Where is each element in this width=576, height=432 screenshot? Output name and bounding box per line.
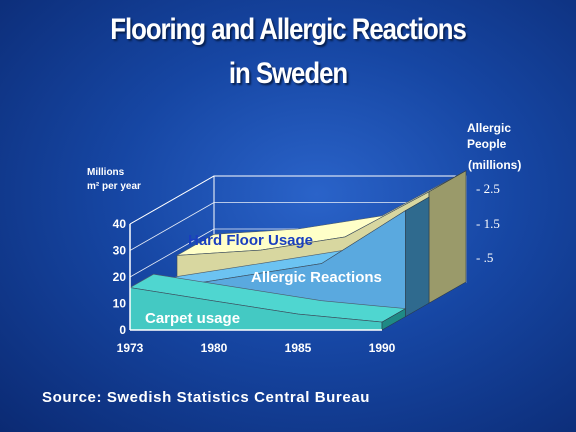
left-axis-label-line2: m² per year [87, 181, 141, 192]
series-label: Carpet usage [145, 310, 240, 327]
series-label: Hard Floor Usage [188, 232, 313, 249]
series-side-face [381, 308, 406, 331]
x-tick-label: 1990 [369, 341, 396, 355]
y-tick-label: 40 [113, 217, 127, 231]
y-tick-label: 20 [113, 270, 127, 284]
series-label: Allergic Reactions [251, 269, 382, 286]
x-tick-label: 1973 [117, 341, 144, 355]
x-tick-label: 1980 [201, 341, 228, 355]
right-axis-label-line1: Allergic [467, 121, 512, 135]
y-tick-label: 30 [113, 244, 127, 258]
series-side-face [428, 170, 467, 304]
y-tick-label: 0 [119, 323, 126, 337]
gridline-side [129, 228, 215, 278]
gridline-side [129, 202, 215, 251]
right-tick-label: - .5 [476, 250, 493, 265]
slide-title-line2: in Sweden [228, 57, 348, 90]
x-tick-label: 1985 [285, 341, 312, 355]
right-axis-label-line2: People [467, 137, 507, 151]
source-note: Source: Swedish Statistics Central Burea… [42, 389, 371, 406]
right-tick-label: - 2.5 [476, 181, 500, 196]
left-wall-top-edge [129, 175, 215, 225]
left-axis-label-line1: Millions [87, 167, 125, 178]
right-tick-label: - 1.5 [476, 216, 500, 231]
y-tick-label: 10 [113, 297, 127, 311]
slide-title-line1: Flooring and Allergic Reactions [110, 13, 467, 46]
right-axis-label-line3: (millions) [468, 158, 522, 172]
series-side-face [405, 196, 430, 318]
